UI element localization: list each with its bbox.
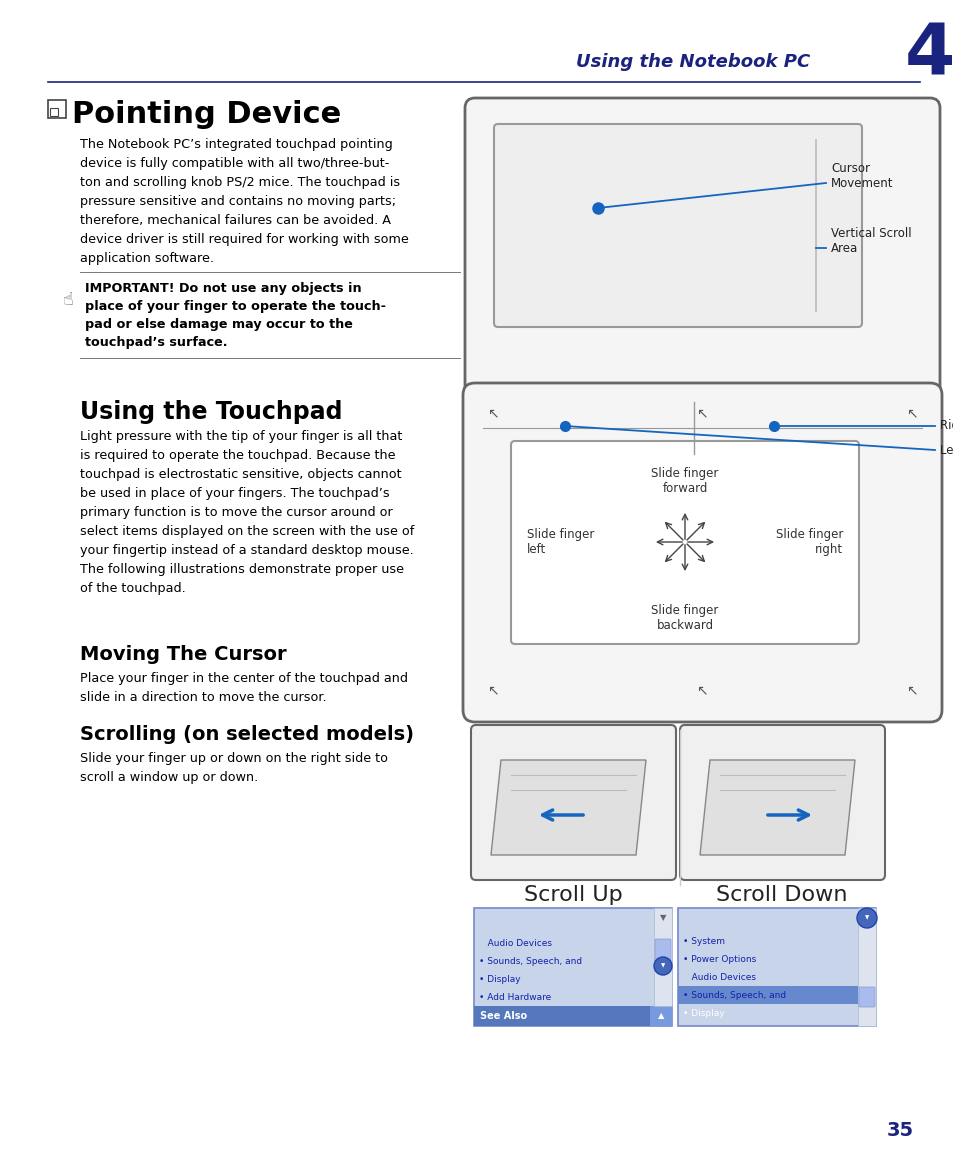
Text: • Sounds, Speech, and: • Sounds, Speech, and (682, 991, 785, 999)
Text: your fingertip instead of a standard desktop mouse.: your fingertip instead of a standard des… (80, 544, 414, 557)
Circle shape (856, 908, 876, 927)
Text: primary function is to move the cursor around or: primary function is to move the cursor a… (80, 506, 393, 519)
FancyBboxPatch shape (655, 939, 670, 969)
Text: is required to operate the touchpad. Because the: is required to operate the touchpad. Bec… (80, 449, 395, 462)
Text: • Display: • Display (478, 976, 520, 984)
FancyBboxPatch shape (511, 441, 858, 644)
Text: IMPORTANT! Do not use any objects in: IMPORTANT! Do not use any objects in (85, 282, 361, 295)
FancyBboxPatch shape (464, 98, 939, 400)
Text: • Power Options: • Power Options (682, 954, 756, 963)
Text: ▲: ▲ (657, 1012, 663, 1021)
Bar (474, 1006, 654, 1026)
Text: slide in a direction to move the cursor.: slide in a direction to move the cursor. (80, 691, 326, 705)
Text: Light pressure with the tip of your finger is all that: Light pressure with the tip of your fing… (80, 430, 402, 444)
FancyBboxPatch shape (679, 725, 884, 880)
Text: of the touchpad.: of the touchpad. (80, 582, 186, 595)
Text: Audio Devices: Audio Devices (682, 973, 755, 982)
Text: application software.: application software. (80, 252, 213, 264)
Text: ↖: ↖ (696, 407, 707, 420)
Polygon shape (700, 760, 854, 855)
Text: Slide finger
left: Slide finger left (526, 528, 594, 556)
Text: See Also: See Also (479, 1011, 527, 1021)
Text: therefore, mechanical failures can be avoided. A: therefore, mechanical failures can be av… (80, 214, 391, 228)
Text: place of your finger to operate the touch-: place of your finger to operate the touc… (85, 300, 386, 313)
Polygon shape (491, 760, 645, 855)
Text: Place your finger in the center of the touchpad and: Place your finger in the center of the t… (80, 672, 408, 685)
Bar (678, 908, 875, 1026)
Text: touchpad’s surface.: touchpad’s surface. (85, 336, 227, 349)
Text: Scroll Up: Scroll Up (523, 885, 621, 906)
Text: ↖: ↖ (487, 407, 498, 420)
Text: • System: • System (682, 937, 724, 946)
Text: Using the Notebook PC: Using the Notebook PC (576, 53, 809, 70)
Text: Audio Devices: Audio Devices (478, 939, 552, 948)
Text: ↖: ↖ (696, 683, 707, 696)
Text: Pointing Device: Pointing Device (71, 100, 341, 129)
FancyBboxPatch shape (494, 124, 862, 327)
Text: select items displayed on the screen with the use of: select items displayed on the screen wit… (80, 526, 414, 538)
Text: Slide your finger up or down on the right side to: Slide your finger up or down on the righ… (80, 752, 388, 765)
Text: The following illustrations demonstrate proper use: The following illustrations demonstrate … (80, 562, 403, 576)
Text: Scroll Down: Scroll Down (716, 885, 847, 906)
FancyBboxPatch shape (858, 988, 874, 1007)
Bar (857, 908, 875, 1026)
Text: The Notebook PC’s integrated touchpad pointing: The Notebook PC’s integrated touchpad po… (80, 137, 393, 151)
Text: be used in place of your fingers. The touchpad’s: be used in place of your fingers. The to… (80, 487, 389, 500)
Text: 35: 35 (885, 1120, 913, 1140)
Text: Slide finger
forward: Slide finger forward (651, 467, 718, 495)
FancyBboxPatch shape (462, 383, 941, 722)
Text: ▼: ▼ (864, 916, 868, 921)
Text: Using the Touchpad: Using the Touchpad (80, 400, 342, 424)
Text: ▼: ▼ (660, 963, 664, 969)
Text: device is fully compatible with all two/three-but-: device is fully compatible with all two/… (80, 157, 389, 170)
Text: Scrolling (on selected models): Scrolling (on selected models) (80, 725, 414, 744)
Text: Cursor
Movement: Cursor Movement (830, 162, 893, 191)
Text: scroll a window up or down.: scroll a window up or down. (80, 772, 258, 784)
Text: pad or else damage may occur to the: pad or else damage may occur to the (85, 318, 353, 331)
Text: device driver is still required for working with some: device driver is still required for work… (80, 233, 408, 246)
Text: • Display: • Display (682, 1008, 724, 1018)
Bar (474, 908, 671, 1026)
Bar (678, 986, 857, 1004)
Bar (654, 908, 671, 1006)
FancyBboxPatch shape (469, 392, 935, 464)
Circle shape (654, 957, 671, 975)
Bar (649, 1006, 671, 1026)
Text: ↖: ↖ (905, 407, 917, 420)
Text: pressure sensitive and contains no moving parts;: pressure sensitive and contains no movin… (80, 195, 395, 208)
Text: Slide finger
backward: Slide finger backward (651, 604, 718, 632)
Text: Slide finger
right: Slide finger right (775, 528, 842, 556)
Text: touchpad is electrostatic sensitive, objects cannot: touchpad is electrostatic sensitive, obj… (80, 468, 401, 480)
Text: ▼: ▼ (659, 914, 665, 923)
FancyBboxPatch shape (471, 725, 676, 880)
Text: ↖: ↖ (487, 683, 498, 696)
Text: Left Click: Left Click (939, 444, 953, 456)
Text: 4: 4 (903, 21, 953, 89)
Text: ton and scrolling knob PS/2 mice. The touchpad is: ton and scrolling knob PS/2 mice. The to… (80, 176, 399, 189)
Text: • Add Hardware: • Add Hardware (478, 993, 551, 1003)
Text: Right Click: Right Click (939, 419, 953, 432)
Text: Vertical Scroll
Area: Vertical Scroll Area (830, 228, 911, 255)
Text: • Sounds, Speech, and: • Sounds, Speech, and (478, 957, 581, 967)
Text: Moving The Cursor: Moving The Cursor (80, 644, 286, 664)
Text: ☝: ☝ (63, 291, 73, 310)
Text: ↖: ↖ (905, 683, 917, 696)
